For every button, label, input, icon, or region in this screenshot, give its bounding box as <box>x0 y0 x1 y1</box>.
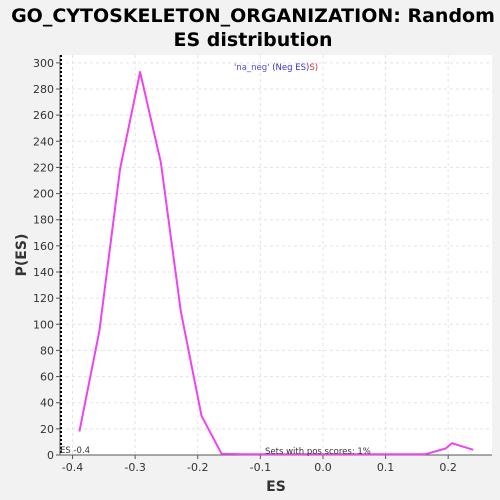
legend-label-part3: S) <box>309 63 318 73</box>
x-tick-label: -0.3 <box>124 461 145 474</box>
y-tick-label: 240 <box>33 135 54 148</box>
y-tick-label: 160 <box>33 240 54 253</box>
y-tick-label: 20 <box>40 423 54 436</box>
y-tick-label: 60 <box>40 371 54 384</box>
chart-title-line2: ES distribution <box>174 29 333 51</box>
y-tick-label: 260 <box>33 109 54 122</box>
y-tick-label: 300 <box>33 57 54 70</box>
y-tick-label: 40 <box>40 397 54 410</box>
x-tick-label: 0.0 <box>314 461 332 474</box>
y-tick-label: 80 <box>40 344 54 357</box>
y-tick-label: 140 <box>33 266 54 279</box>
y-tick-label: 280 <box>33 83 54 96</box>
legend-label: 'na_neg' (Neg ES)S) <box>234 63 318 73</box>
x-tick-label: -0.4 <box>62 461 83 474</box>
y-tick-label: 120 <box>33 292 54 305</box>
y-tick-label: 0 <box>47 449 54 462</box>
legend-label-part1: 'na_neg' <box>234 63 270 73</box>
es-marker-label: ES -0.4 <box>60 446 90 456</box>
legend-label-part2: (Neg ES) <box>270 63 310 73</box>
x-axis-label: ES <box>266 479 286 495</box>
x-tick-label: 0.1 <box>377 461 395 474</box>
chart-title-line1: GO_CYTOSKELETON_ORGANIZATION: Random <box>11 5 495 27</box>
y-tick-label: 100 <box>33 318 54 331</box>
x-tick-label: -0.2 <box>187 461 208 474</box>
y-axis-label: P(ES) <box>14 234 30 277</box>
y-tick-label: 220 <box>33 161 54 174</box>
x-tick-label: 0.2 <box>439 461 457 474</box>
y-tick-label: 200 <box>33 188 54 201</box>
y-tick-label: 180 <box>33 214 54 227</box>
x-tick-label: -0.1 <box>250 461 271 474</box>
pos-scores-label: Sets with pos scores: 1% <box>265 447 371 457</box>
